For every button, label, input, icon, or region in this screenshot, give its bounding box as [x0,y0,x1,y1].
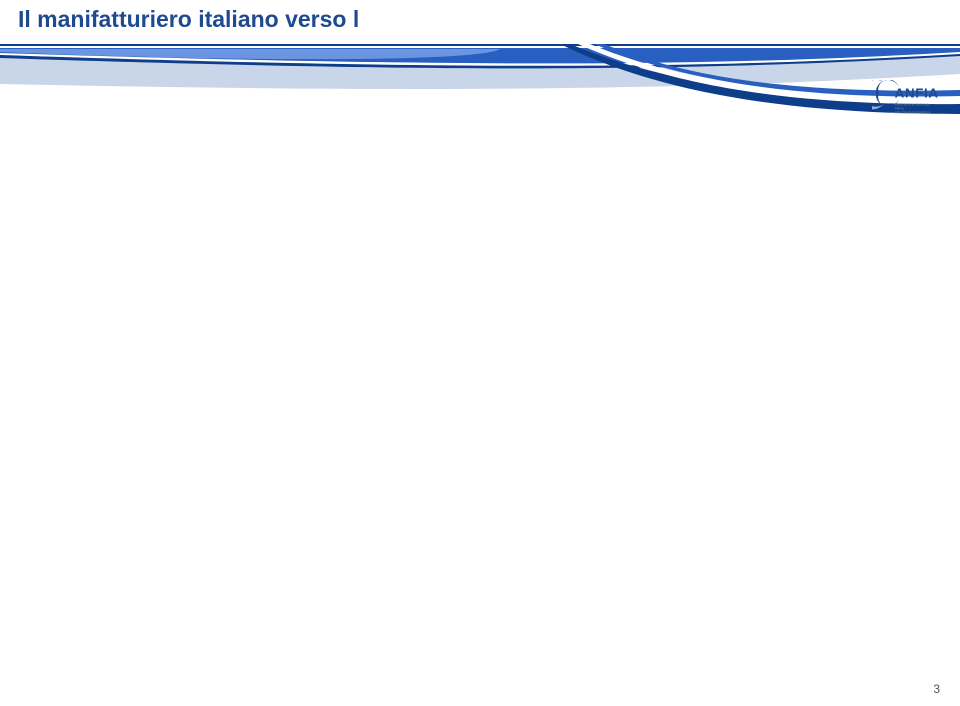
logo-text-sub1: Associazione Nazionale [895,102,930,106]
ribbon-swoosh-right [560,44,960,114]
ribbon-highlight-band [0,49,500,59]
header-ribbon [0,44,960,114]
ribbon-white-gap-band [0,46,960,66]
ribbon-swoosh-right-inner [578,44,960,104]
ribbon-swoosh-right-core [594,44,960,97]
anfia-logo: ANFIA Associazione Nazionale Filiera Ind… [872,80,952,124]
slide: Il manifatturiero italiano verso l ANFIA… [0,0,960,706]
logo-text-sub3: Industria Automobilistica [895,110,931,114]
ribbon-mid-blue-band [0,48,960,63]
logo-text-sub2: Filiera [895,106,904,110]
ribbon-outer-dark-band [0,44,960,68]
logo-arc-light [872,80,884,109]
page-number: 3 [933,682,940,696]
ribbon-shadow-band [0,50,960,89]
logo-arc-dark [876,80,899,107]
logo-text-main: ANFIA [895,85,939,100]
page-title: Il manifatturiero italiano verso l [18,6,359,33]
